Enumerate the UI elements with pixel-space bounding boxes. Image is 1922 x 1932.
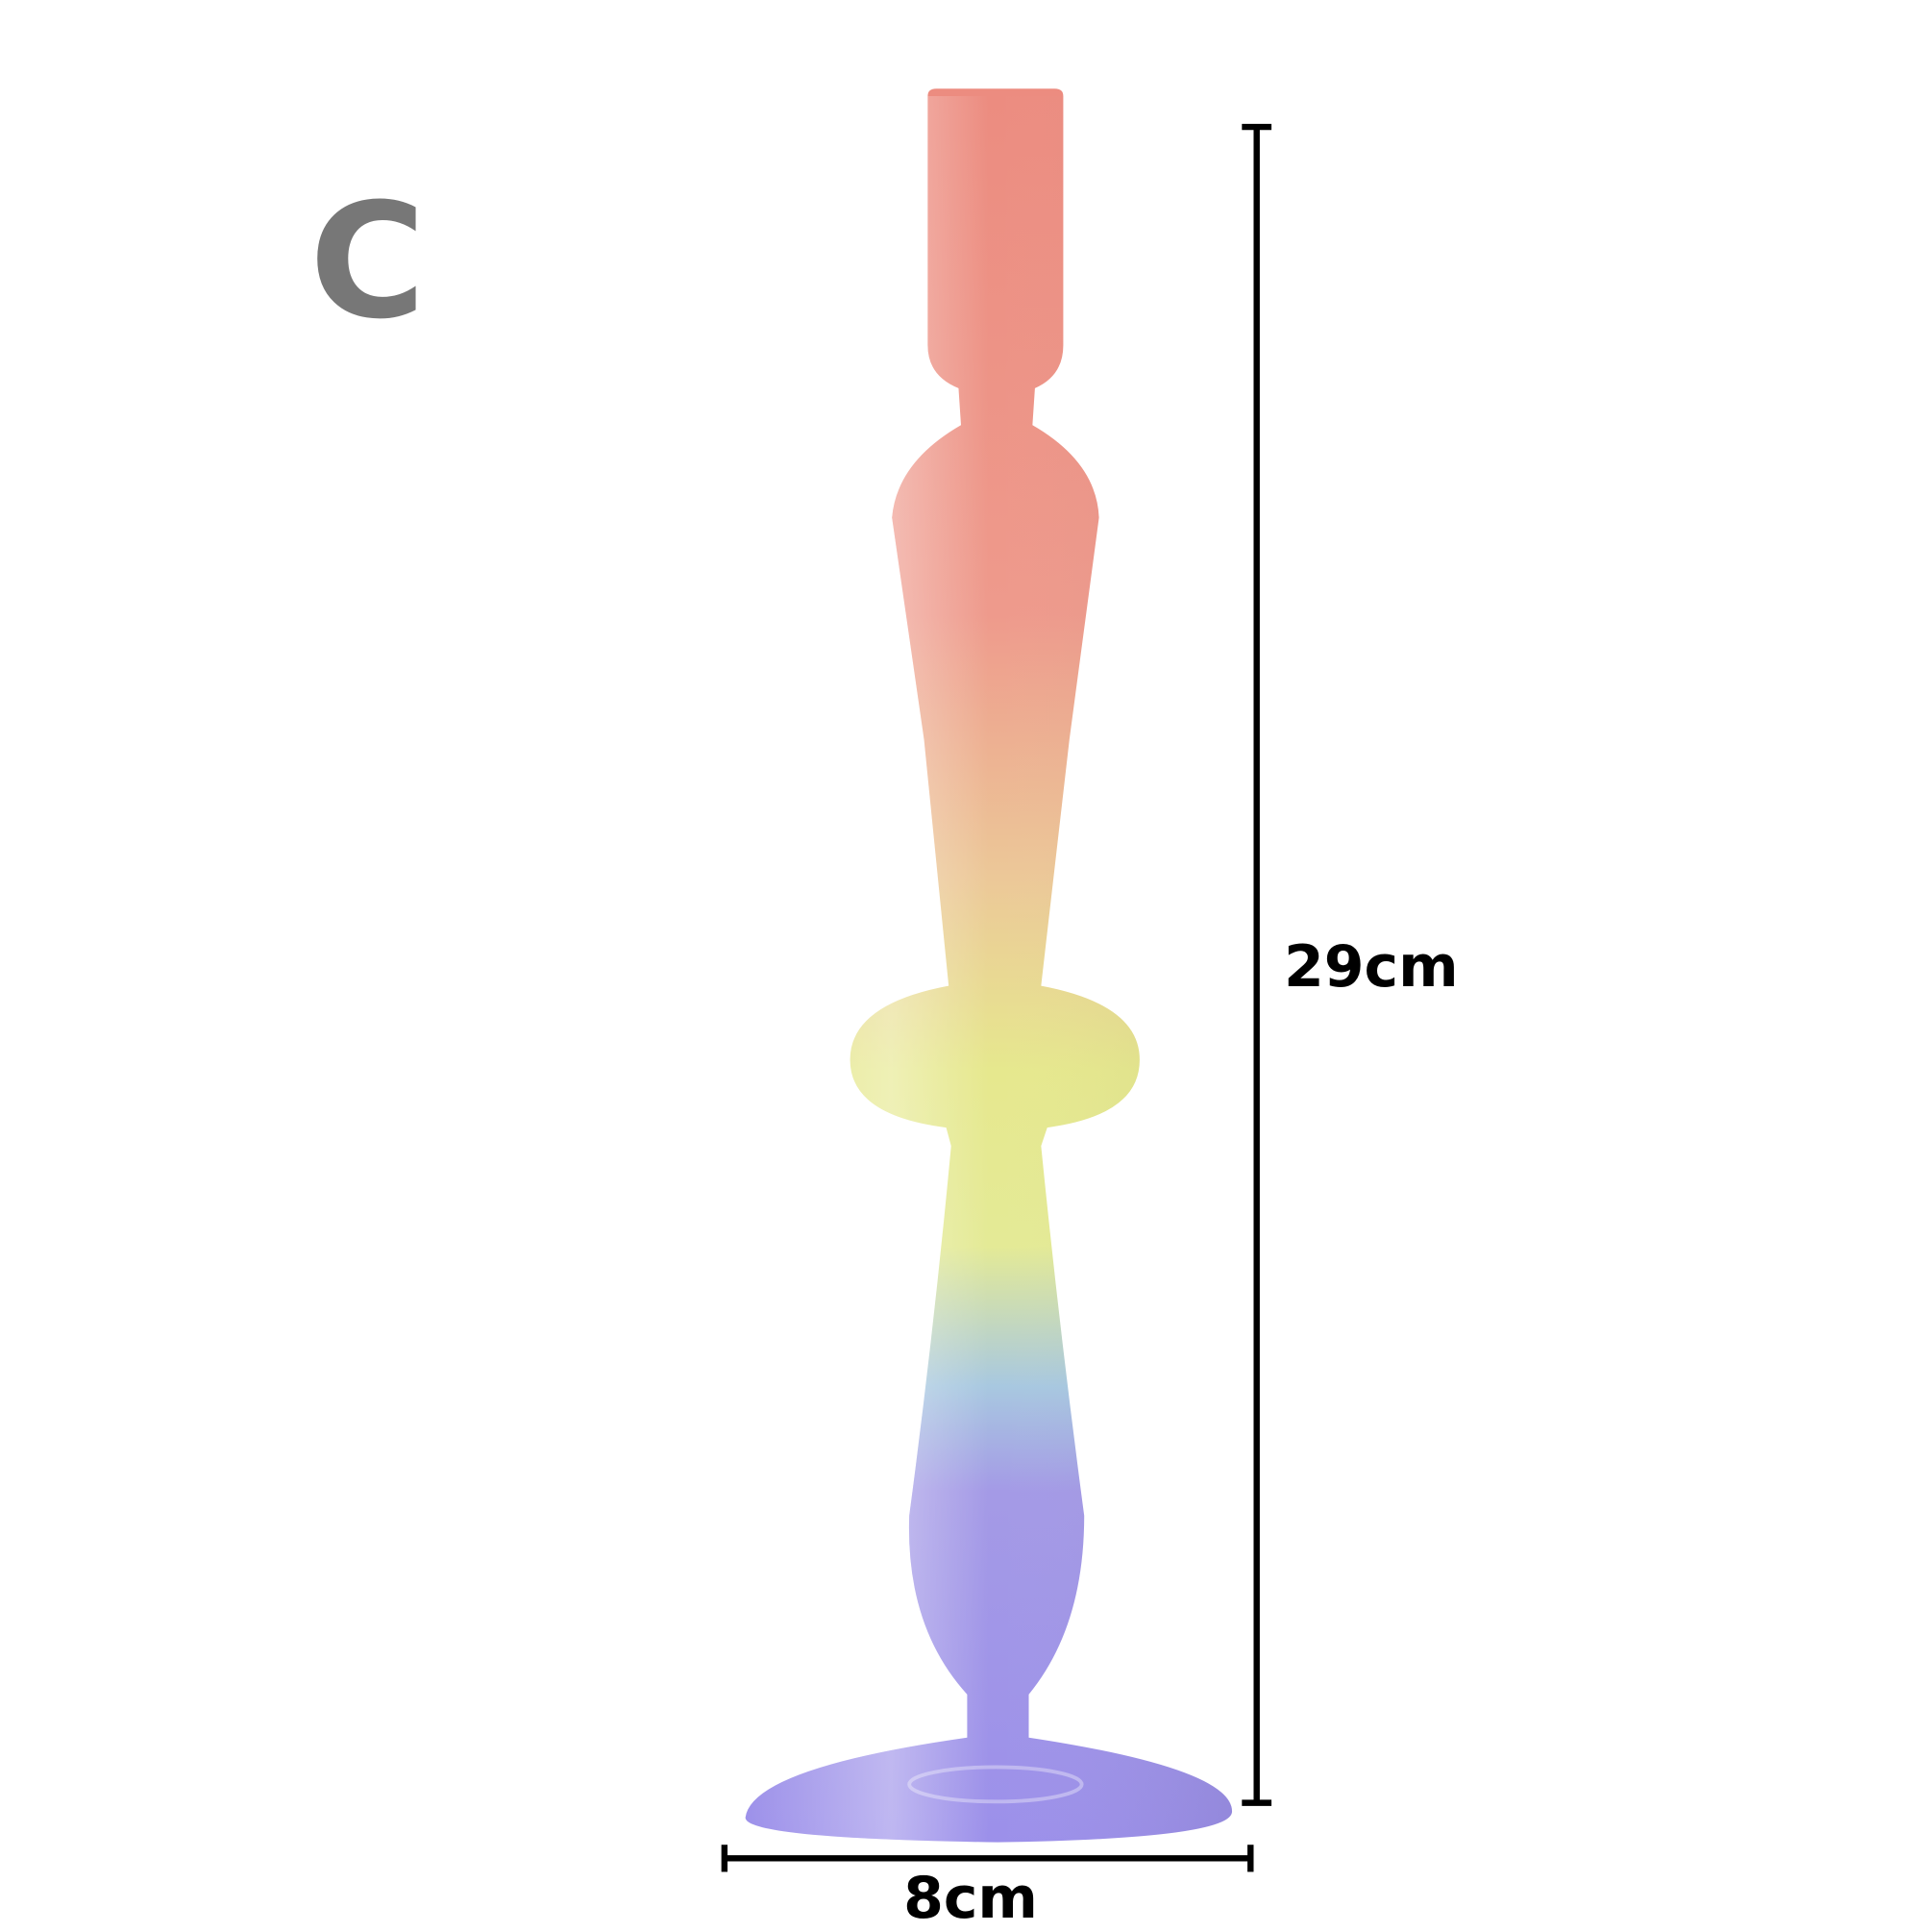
variant-label: C [309,169,427,354]
height-label: 29cm [1284,933,1459,1001]
candle-holder [745,88,1233,1843]
height-dimension-line [1242,123,1272,1806]
width-dimension-line [721,1845,1254,1872]
width-label: 8cm [903,1865,1038,1932]
